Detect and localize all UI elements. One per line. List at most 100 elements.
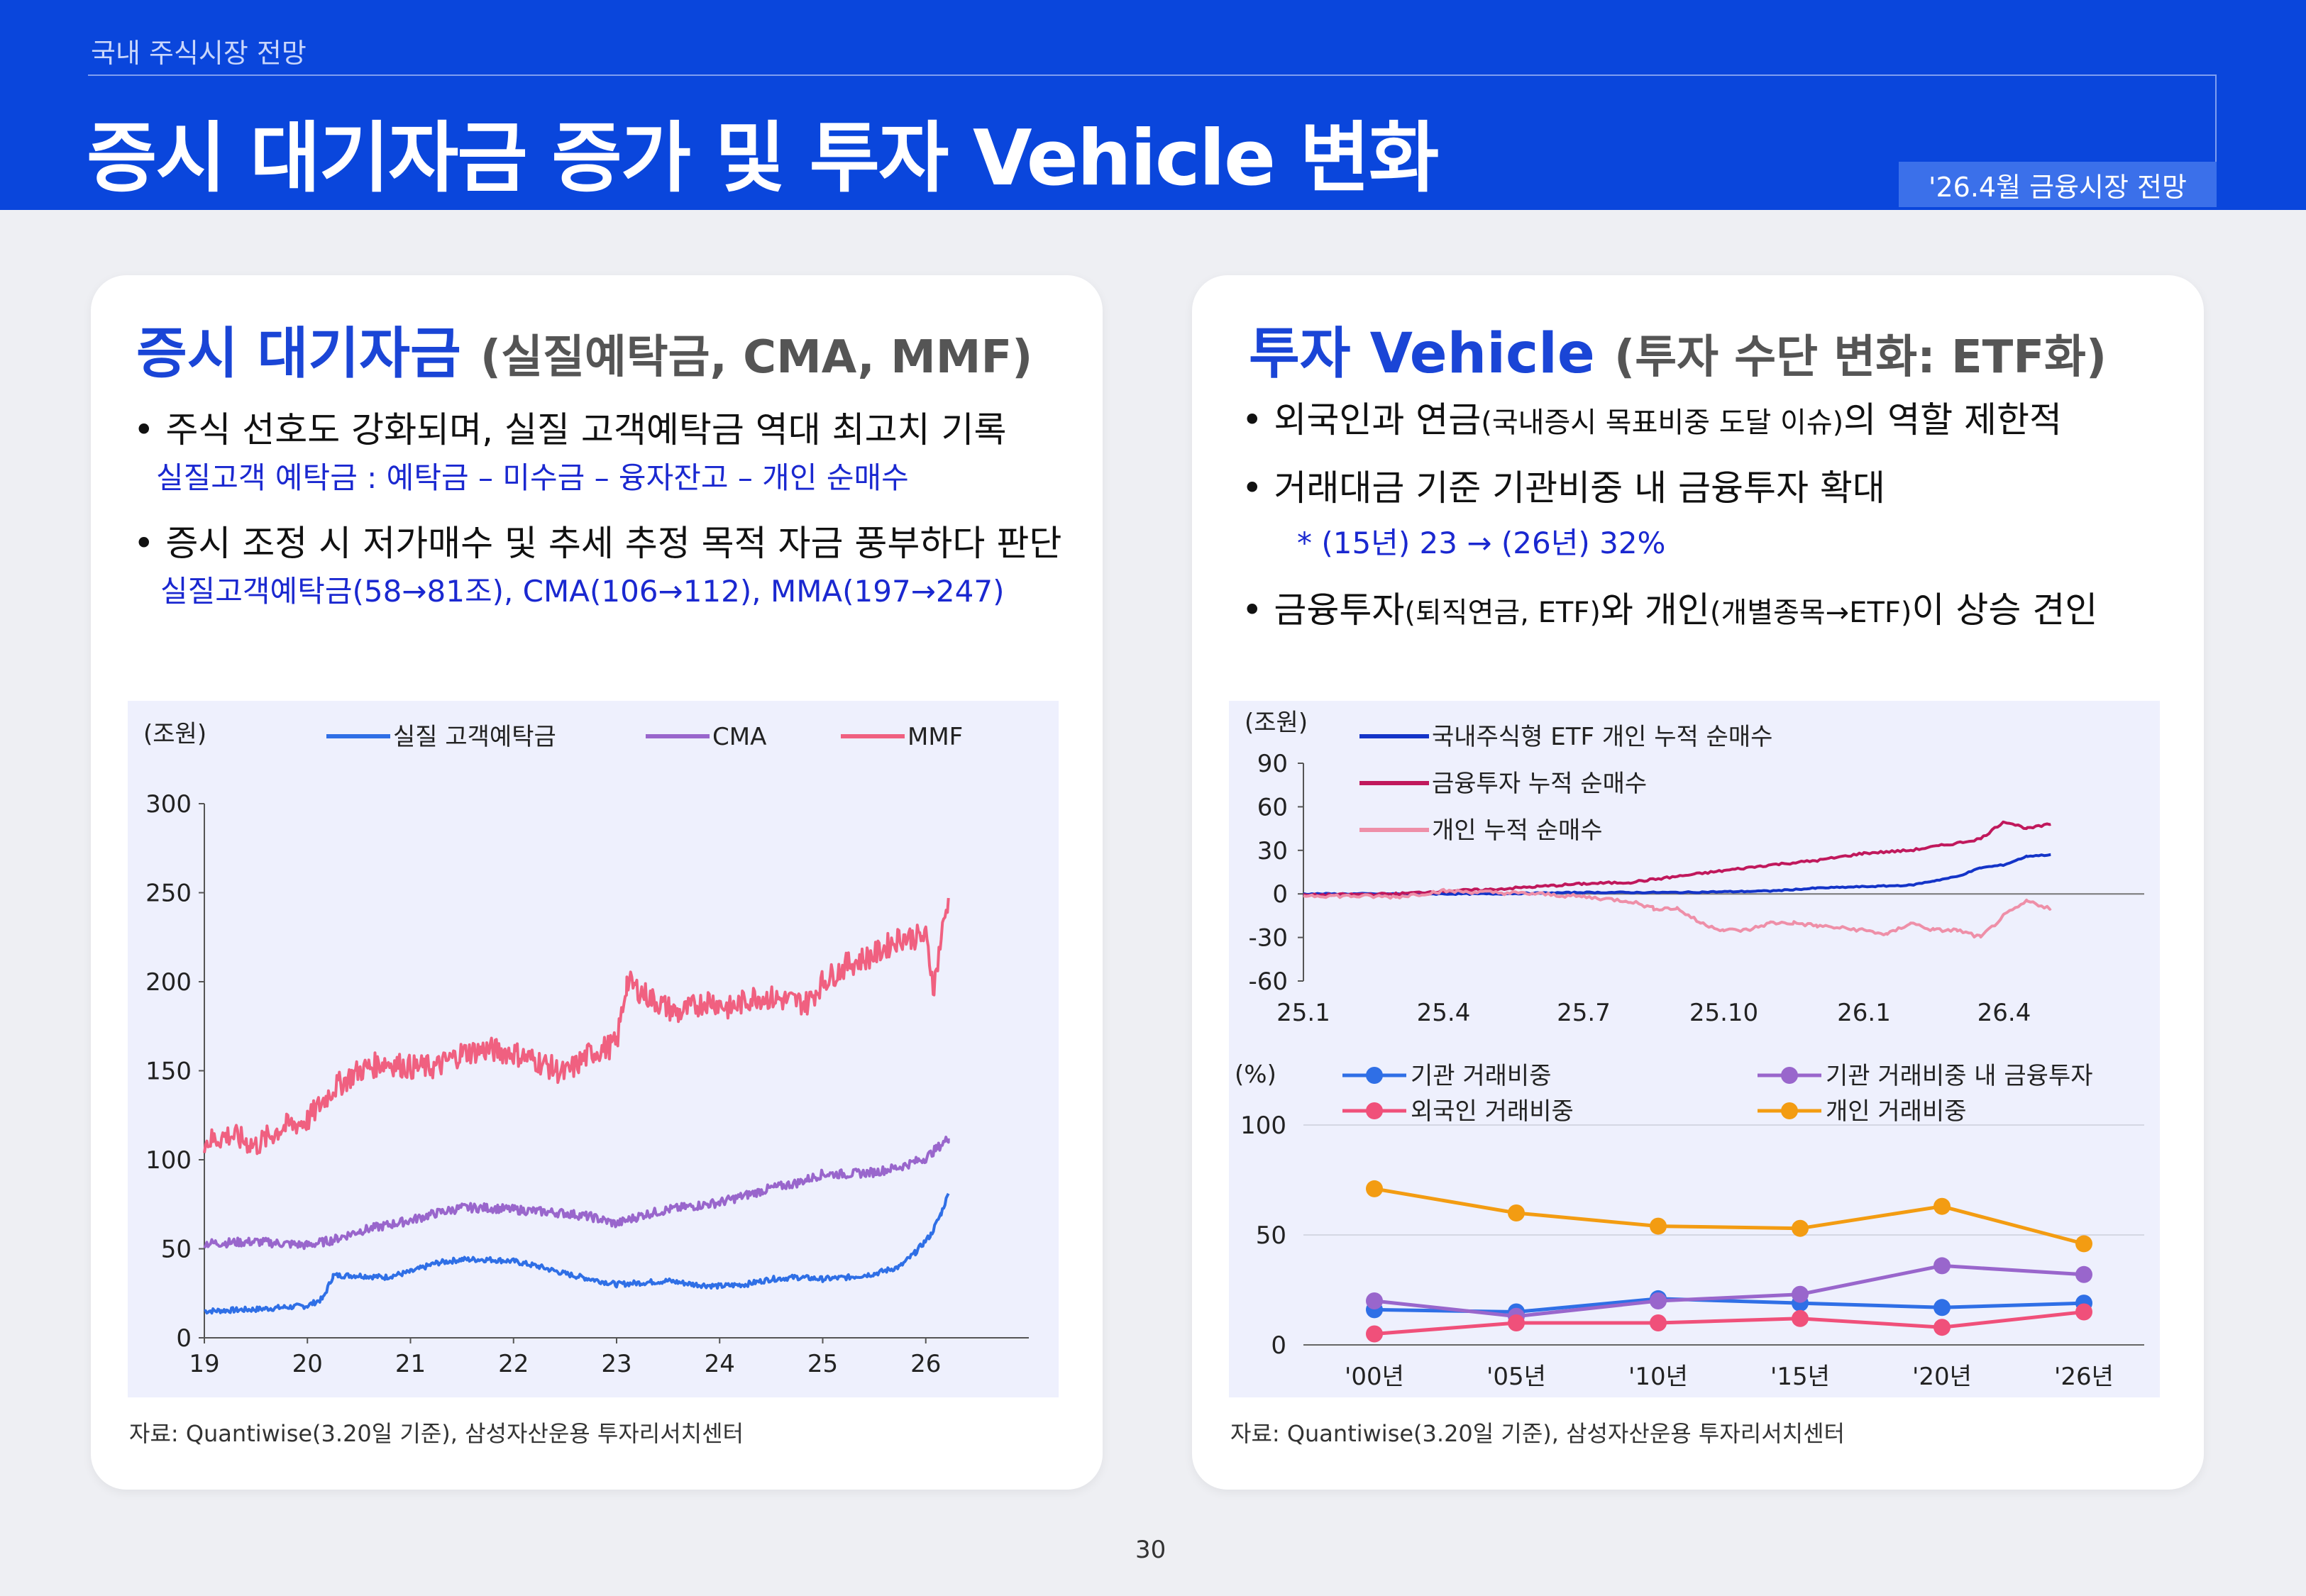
share-legend-label-3: 개인 거래비중 — [1826, 1097, 1967, 1126]
top-y-tick-label: 30 — [1257, 837, 1288, 865]
series-line-1 — [203, 1136, 950, 1251]
right-bullet-3-d: (개별종목→ETF) — [1709, 597, 1912, 629]
share-point-2 — [1366, 1325, 1383, 1343]
flow-legend-label-1: 금융투자 누적 순매수 — [1432, 770, 1647, 798]
y-tick-label: 200 — [145, 968, 192, 997]
flow-series-line-0 — [1303, 853, 2051, 896]
share-point-2 — [1792, 1309, 1809, 1327]
vehicle-charts: (조원) -60 -30 0 30 60 90 25.1 25.4 25.7 25.10 26.1 26… — [1235, 709, 2144, 1391]
page-number: 30 — [1135, 1536, 1166, 1564]
bottom-y-tick-label: 0 — [1271, 1331, 1286, 1360]
share-line-0 — [1374, 1297, 2085, 1314]
header-divider — [88, 74, 2217, 76]
share-point-1 — [1792, 1285, 1809, 1303]
share-legend-marker-2 — [1366, 1102, 1383, 1119]
right-panel: 투자 Vehicle (투자 수단 변화: ETF화) • 외국인과 연금(국내… — [1192, 275, 2204, 1490]
x-tick-label: 19 — [189, 1350, 219, 1378]
share-point-1 — [1933, 1257, 1951, 1275]
x-tick-label: 24 — [705, 1350, 735, 1378]
series-line-2 — [203, 897, 950, 1156]
bottom-x-tick-label: '15년 — [1770, 1363, 1830, 1391]
series-line-0 — [204, 1192, 950, 1315]
left-bullet-2: • 증시 조정 시 저가매수 및 추세 추정 목적 자금 풍부하다 판단 — [133, 523, 1062, 564]
share-line-1 — [1374, 1263, 2085, 1319]
left-title-main: 증시 대기자금 — [136, 322, 461, 386]
left-note-1: 실질고객 예탁금 : 예탁금 – 미수금 – 융자잔고 – 개인 순매수 — [156, 460, 909, 495]
share-point-3 — [1508, 1204, 1525, 1221]
share-point-1 — [1366, 1292, 1383, 1309]
share-legend-marker-3 — [1781, 1102, 1798, 1119]
x-tick-label: 20 — [292, 1350, 323, 1378]
top-x-tick-label: 26.1 — [1837, 999, 1891, 1027]
top-y-tick-label: 60 — [1257, 793, 1288, 821]
share-legend-label-2: 외국인 거래비중 — [1411, 1097, 1574, 1126]
left-panel-title: 증시 대기자금 (실질예탁금, CMA, MMF) — [136, 309, 1032, 389]
vehicle-chart-area: (조원) -60 -30 0 30 60 90 25.1 25.4 25.7 25.10 26.1 26… — [1229, 701, 2160, 1397]
bottom-y-tick-label: 50 — [1256, 1221, 1286, 1250]
x-tick-label: 26 — [910, 1350, 941, 1378]
header-divider-vertical — [2215, 74, 2217, 163]
top-y-tick-label: 90 — [1257, 750, 1288, 778]
right-bullet-3-b: (퇴직연금, ETF) — [1404, 597, 1601, 629]
flow-series-line-2 — [1303, 887, 2052, 938]
deposit-chart: (조원) 0 50 100 150 200 250 300 19 20 21 22 23 24 25 26 실질… — [143, 720, 1029, 1378]
y-tick-label: 250 — [145, 880, 192, 908]
bottom-y-unit-label: (%) — [1235, 1060, 1276, 1089]
bottom-x-tick-label: '10년 — [1628, 1363, 1688, 1391]
share-point-3 — [1792, 1219, 1809, 1237]
right-bullet-3-a: • 금융투자 — [1242, 589, 1405, 631]
left-title-sub: (실질예탁금, CMA, MMF) — [480, 331, 1033, 384]
x-tick-label: 23 — [601, 1350, 631, 1378]
share-point-3 — [2075, 1235, 2092, 1253]
left-bullet-1: • 주식 선호도 강화되며, 실질 고객예탁금 역대 최고치 기록 — [133, 409, 1007, 450]
left-panel: 증시 대기자금 (실질예탁금, CMA, MMF) • 주식 선호도 강화되며,… — [91, 275, 1103, 1490]
right-bullet-1-main: • 외국인과 연금 — [1242, 399, 1482, 440]
right-bullet-1: • 외국인과 연금(국내증시 목표비중 도달 이슈)의 역할 제한적 — [1242, 392, 2062, 443]
right-panel-title: 투자 Vehicle (투자 수단 변화: ETF화) — [1249, 309, 2107, 389]
right-bullet-2: • 거래대금 기준 기관비중 내 금융투자 확대 — [1242, 467, 1885, 509]
share-point-1 — [1650, 1292, 1667, 1309]
flow-legend-label-0: 국내주식형 ETF 개인 누적 순매수 — [1432, 723, 1772, 751]
share-point-2 — [1508, 1314, 1525, 1331]
section-label: 국내 주식시장 전망 — [91, 38, 307, 69]
flow-series-line-1 — [1303, 820, 2051, 898]
share-legend-marker-1 — [1781, 1067, 1798, 1084]
bottom-x-tick-label: '05년 — [1486, 1363, 1546, 1391]
share-point-2 — [2075, 1303, 2092, 1321]
deposit-chart-area: (조원) 0 50 100 150 200 250 300 19 20 21 22 23 24 25 26 실질… — [128, 701, 1059, 1397]
share-line-2 — [1374, 1310, 2085, 1336]
share-point-0 — [1933, 1299, 1951, 1317]
top-y-tick-label: 0 — [1272, 880, 1288, 909]
y-tick-label: 50 — [161, 1236, 192, 1264]
share-line-3 — [1374, 1187, 2085, 1246]
y-tick-label: 100 — [145, 1146, 192, 1175]
top-x-tick-label: 25.7 — [1557, 999, 1611, 1027]
x-tick-label: 21 — [395, 1350, 426, 1378]
top-y-unit-label: (조원) — [1245, 709, 1308, 737]
y-unit-label: (조원) — [143, 720, 206, 748]
left-note-2: 실질고객예탁금(58→81조), CMA(106→112), MMA(197→2… — [160, 574, 1005, 609]
right-bullet-1-small: (국내증시 목표비중 도달 이슈) — [1481, 406, 1844, 439]
report-badge: '26.4월 금융시장 전망 — [1899, 162, 2217, 207]
page-title: 증시 대기자금 증가 및 투자 Vehicle 변화 — [87, 114, 1439, 203]
share-legend-marker-0 — [1366, 1067, 1383, 1084]
share-point-3 — [1650, 1217, 1667, 1235]
x-tick-label: 22 — [498, 1350, 529, 1378]
top-y-tick-label: -60 — [1248, 968, 1288, 996]
legend-label-0: 실질 고객예탁금 — [393, 723, 556, 751]
right-title-sub: (투자 수단 변화: ETF화) — [1613, 331, 2107, 384]
y-tick-label: 300 — [145, 790, 192, 819]
flow-legend-label-2: 개인 누적 순매수 — [1432, 816, 1603, 845]
right-bullet-3-c: 와 개인 — [1600, 589, 1710, 631]
share-legend-label-0: 기관 거래비중 — [1411, 1062, 1552, 1090]
header-bar: 국내 주식시장 전망 증시 대기자금 증가 및 투자 Vehicle 변화 '2… — [0, 0, 2306, 210]
x-tick-label: 25 — [807, 1350, 838, 1378]
bottom-x-tick-label: '20년 — [1912, 1363, 1972, 1391]
share-point-3 — [1366, 1180, 1383, 1197]
bottom-x-tick-label: '00년 — [1345, 1363, 1404, 1391]
right-bullet-1-end: 의 역할 제한적 — [1843, 399, 2063, 440]
share-point-2 — [1650, 1314, 1667, 1331]
bottom-y-tick-label: 100 — [1240, 1112, 1286, 1140]
y-tick-label: 0 — [176, 1324, 192, 1353]
right-title-main: 투자 Vehicle — [1249, 322, 1595, 386]
